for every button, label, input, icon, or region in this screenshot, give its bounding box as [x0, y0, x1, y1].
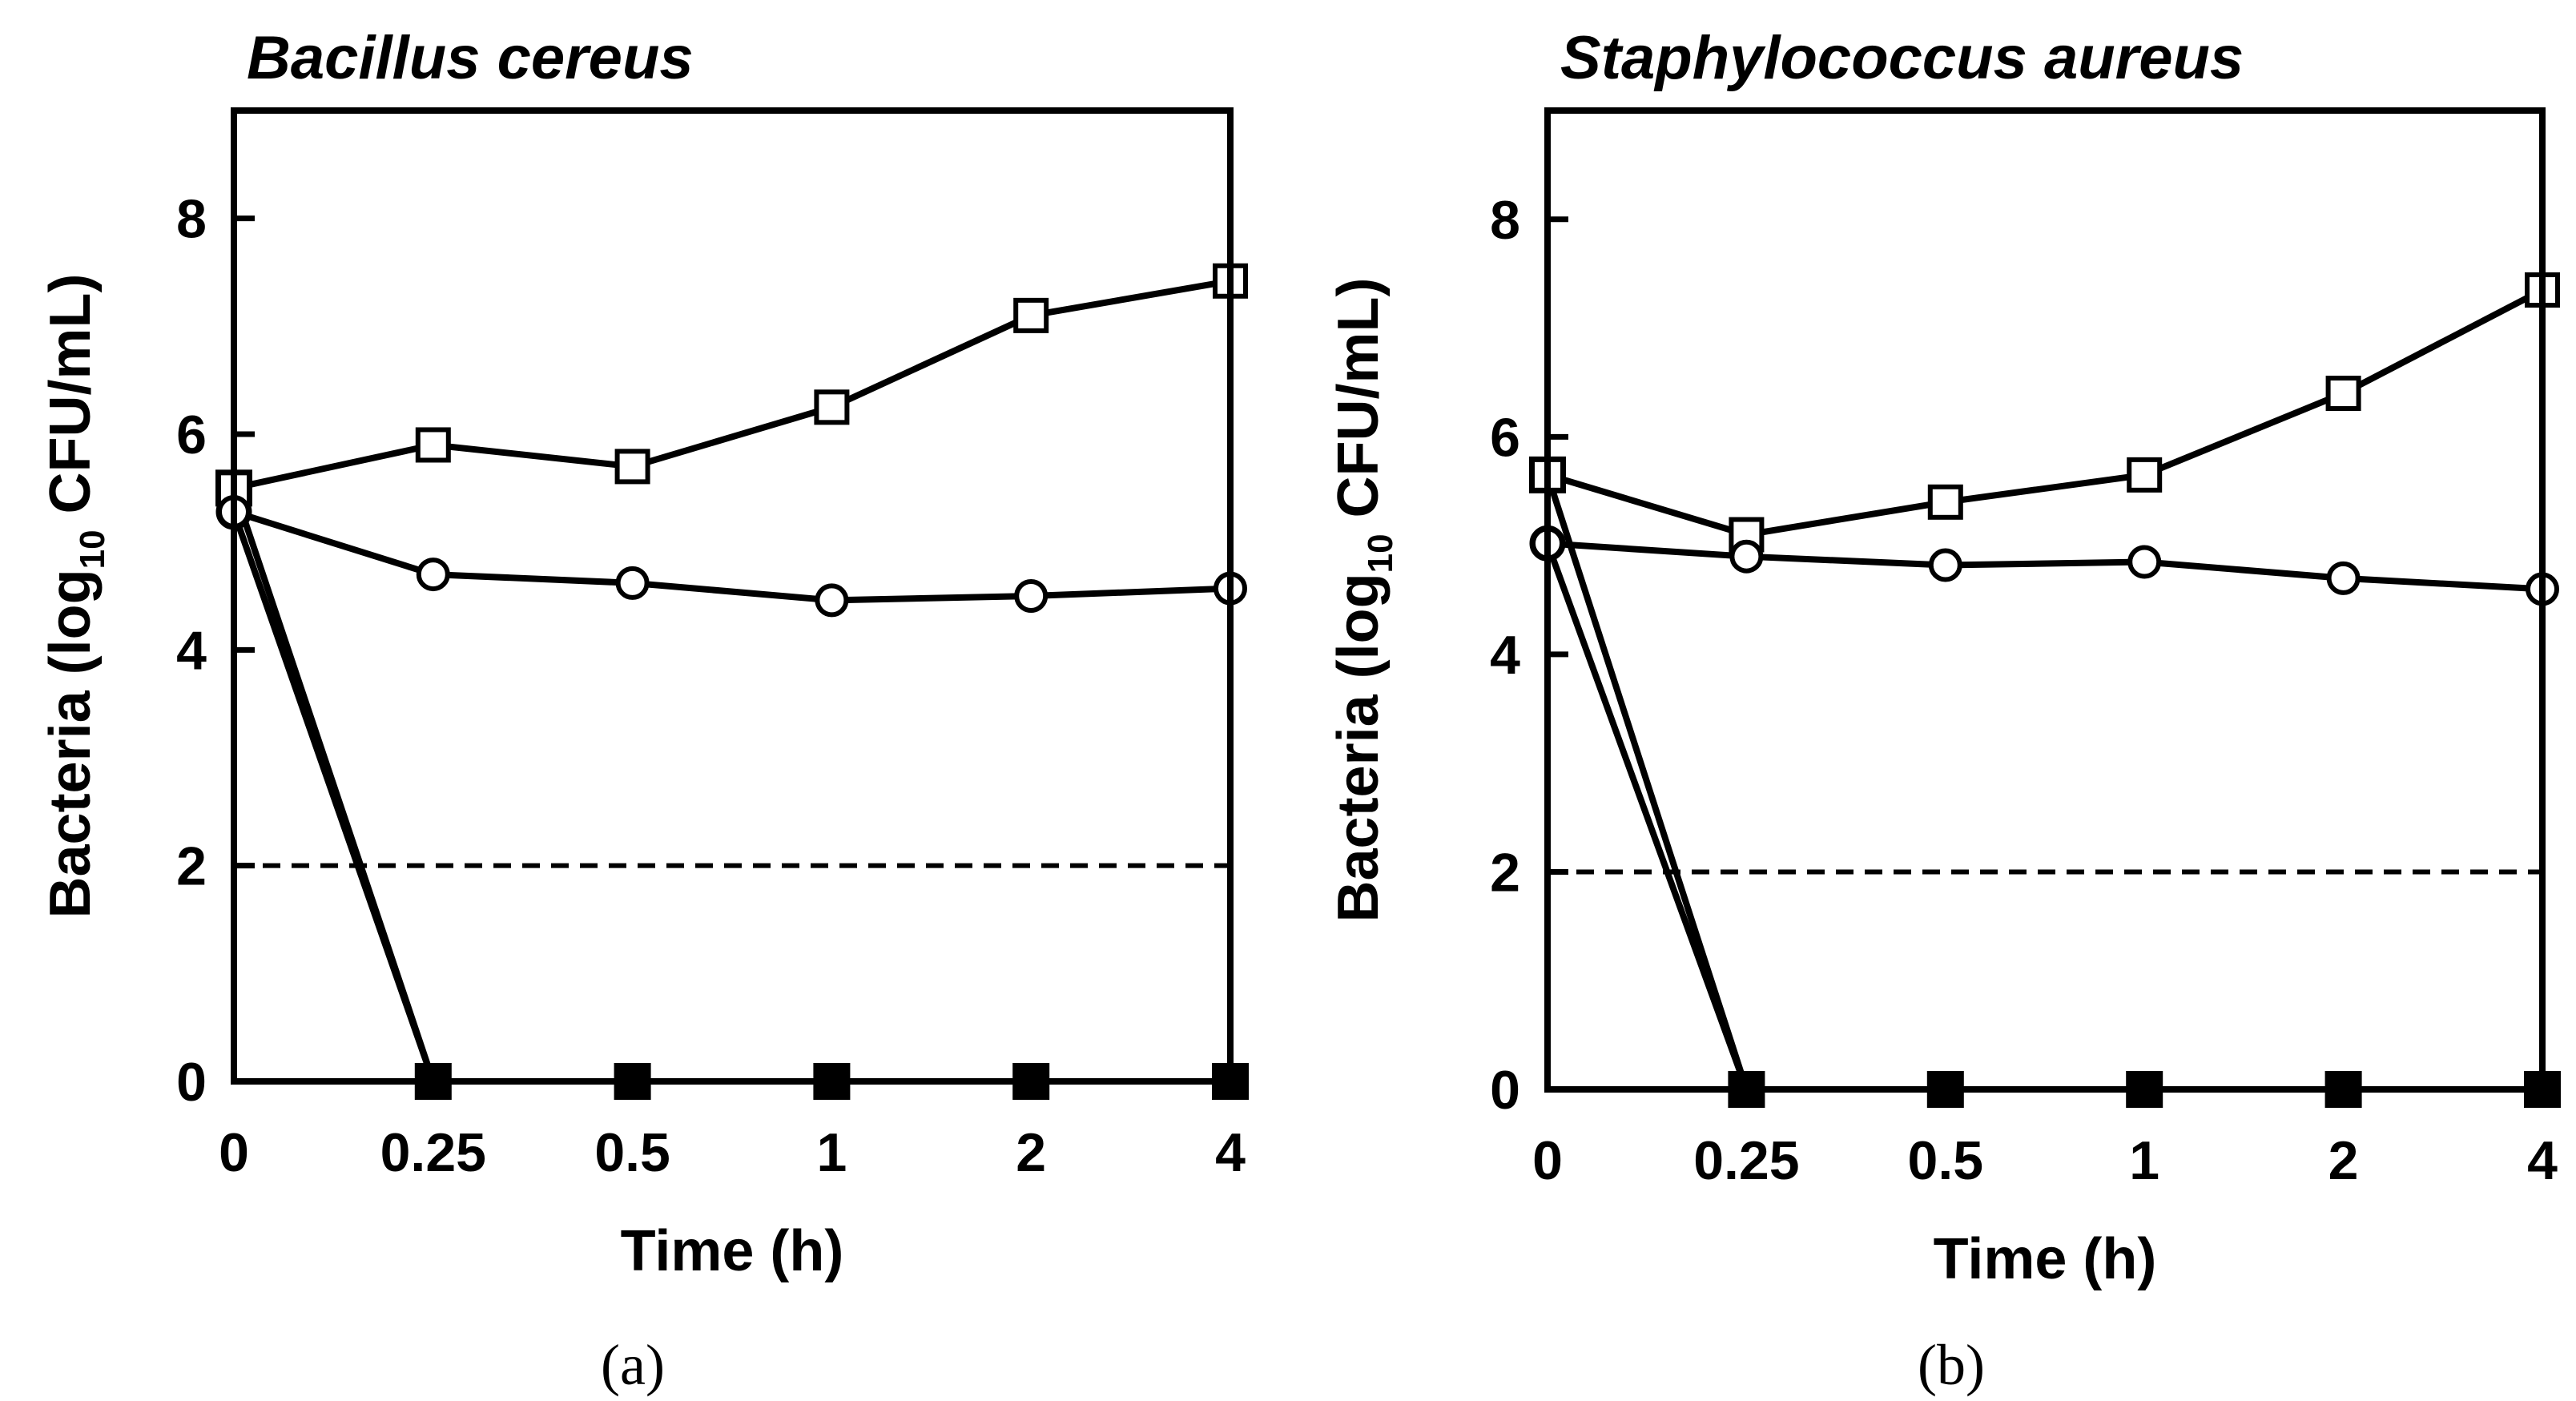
data-point-b-open-circle-4 — [2326, 561, 2361, 595]
y-tick-label-a-6: 6 — [176, 405, 207, 465]
y-tick-label-a-4: 4 — [176, 620, 207, 681]
y-tick-label-a-0: 0 — [176, 1052, 207, 1113]
x-tick-label-a-2: 0.5 — [594, 1122, 670, 1183]
y-tick-label-a-2: 2 — [176, 836, 207, 897]
data-point-a-open-square-1 — [415, 427, 451, 463]
y-axis-label-suffix-b: CFU/mL) — [1326, 277, 1391, 533]
series-line-b-filled-circle — [1544, 542, 2542, 1093]
chart-panel-b: Staphylococcus aureus 0 2 4 6 8 0 0.25 0.5 1 2 4 Tim… — [1326, 24, 2561, 1397]
panel-caption-a: (a) — [601, 1333, 665, 1397]
panel-caption-b: (b) — [1918, 1333, 1985, 1397]
y-axis-label-a: Bacteria (log10 CFU/mL) — [38, 273, 112, 918]
data-point-b-open-circle-3 — [2127, 545, 2162, 579]
series-line-a-open-square — [233, 277, 1231, 492]
data-point-b-open-square-4 — [2325, 376, 2361, 412]
data-point-b-open-circle-2 — [1928, 548, 1962, 582]
data-point-a-open-circle-2 — [615, 566, 650, 600]
data-point-a-open-square-3 — [814, 389, 850, 425]
y-axis-label-subscript-a: 10 — [73, 529, 112, 569]
x-tick-label-b-0: 0 — [1532, 1130, 1563, 1191]
series-line-a-open-circle — [232, 509, 1231, 604]
series-line-b-open-circle — [1547, 540, 2543, 593]
chart-panel-a: Bacillus cereus 0 2 4 6 8 0 0.25 0.5 1 2 4 Time (h) B… — [38, 24, 1249, 1397]
data-point-b-open-square-2 — [1927, 484, 1963, 520]
x-tick-label-a-1: 0.25 — [380, 1122, 486, 1183]
x-tick-label-b-2: 0.5 — [1908, 1130, 1984, 1191]
x-tick-label-b-4: 2 — [2328, 1130, 2359, 1191]
y-axis-label-suffix-a: CFU/mL) — [38, 273, 103, 529]
y-tick-label-b-0: 0 — [1490, 1060, 1520, 1121]
y-axis-label-prefix-a: Bacteria (log — [38, 569, 103, 918]
data-point-b-open-square-3 — [2127, 457, 2163, 493]
series-group-a — [215, 263, 1249, 1100]
y-tick-label-a-8: 8 — [176, 189, 207, 250]
y-axis-label-b: Bacteria (log10 CFU/mL) — [1326, 277, 1400, 922]
series-group-b — [1529, 272, 2561, 1108]
y-tick-label-b-8: 8 — [1490, 190, 1520, 251]
y-axis-label-subscript-b: 10 — [1361, 533, 1400, 573]
chart-title-a: Bacillus cereus — [247, 24, 694, 92]
series-line-b-open-square — [1546, 287, 2544, 538]
x-tick-label-a-3: 1 — [816, 1122, 847, 1183]
data-point-a-open-circle-3 — [815, 583, 849, 618]
chart-title-b: Staphylococcus aureus — [1560, 24, 2244, 92]
x-tick-label-a-5: 4 — [1215, 1122, 1246, 1183]
data-point-a-open-circle-4 — [1014, 579, 1049, 613]
x-tick-label-b-3: 1 — [2129, 1130, 2159, 1191]
plot-frame-b — [1544, 107, 2546, 1093]
y-tick-label-b-4: 4 — [1490, 625, 1520, 686]
data-point-a-open-circle-1 — [416, 558, 450, 592]
series-line-a-filled-square — [231, 487, 1230, 1085]
x-tick-label-a-4: 2 — [1016, 1122, 1046, 1183]
plot-frame-a — [231, 107, 1234, 1085]
x-tick-label-a-0: 0 — [219, 1122, 249, 1183]
x-tick-label-b-1: 0.25 — [1693, 1130, 1799, 1191]
y-tick-label-b-2: 2 — [1490, 842, 1520, 903]
y-tick-label-b-6: 6 — [1490, 407, 1520, 468]
y-axis-label-prefix-b: Bacteria (log — [1326, 573, 1391, 922]
x-axis-label-b: Time (h) — [1934, 1227, 2157, 1291]
data-point-a-open-square-4 — [1013, 297, 1049, 333]
x-axis-label-a: Time (h) — [621, 1219, 844, 1283]
x-tick-label-b-5: 4 — [2527, 1130, 2558, 1191]
data-point-a-open-square-2 — [614, 449, 650, 485]
series-line-b-filled-square — [1544, 473, 2542, 1093]
data-point-b-open-circle-1 — [1729, 539, 1764, 574]
